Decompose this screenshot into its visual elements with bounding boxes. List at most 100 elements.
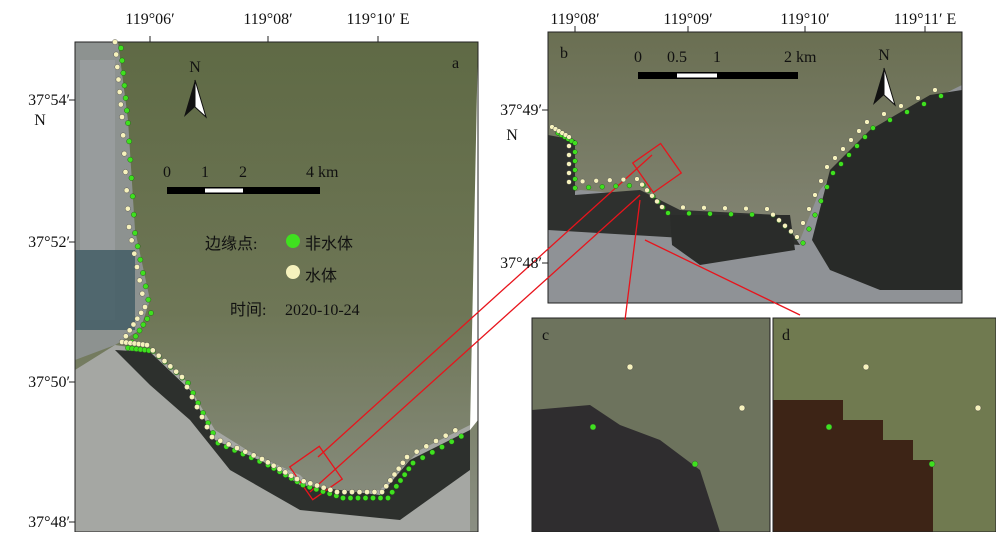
- point: [863, 135, 868, 140]
- point: [271, 463, 276, 468]
- point: [117, 89, 122, 94]
- point: [148, 310, 153, 315]
- point: [826, 424, 832, 430]
- point: [660, 205, 665, 210]
- point: [348, 495, 353, 500]
- point: [922, 102, 927, 107]
- point: [308, 481, 313, 486]
- point: [129, 175, 134, 180]
- point: [123, 95, 128, 100]
- point: [131, 212, 136, 217]
- point: [314, 483, 319, 488]
- scale-label: 2: [239, 164, 247, 181]
- point: [744, 206, 749, 211]
- point: [342, 489, 347, 494]
- point: [899, 104, 904, 109]
- point: [119, 114, 124, 119]
- x-tick-label: 119°10′ E: [346, 11, 409, 28]
- point: [115, 64, 120, 69]
- point: [813, 193, 818, 198]
- point: [334, 489, 339, 494]
- point: [179, 374, 184, 379]
- point: [189, 394, 194, 399]
- point: [132, 251, 137, 256]
- point: [640, 182, 645, 187]
- point: [771, 212, 776, 217]
- point: [124, 188, 129, 193]
- scale-label: 1: [713, 49, 721, 66]
- point: [453, 428, 458, 433]
- point: [819, 179, 824, 184]
- point: [218, 438, 223, 443]
- x-tick-label: 119°10′: [780, 11, 829, 28]
- y-tick-label: 37°52′: [28, 234, 70, 251]
- point: [573, 141, 578, 146]
- point: [645, 188, 650, 193]
- scale-bar: [167, 187, 320, 194]
- point: [121, 133, 126, 138]
- point: [567, 162, 572, 167]
- point: [265, 460, 270, 465]
- point: [406, 466, 411, 471]
- y-tick-label: 37°48′: [500, 255, 542, 272]
- point: [607, 178, 612, 183]
- point: [122, 151, 127, 156]
- point: [424, 444, 429, 449]
- point: [600, 184, 605, 189]
- panel-c-map: [532, 318, 770, 532]
- point: [150, 348, 155, 353]
- point: [126, 224, 131, 229]
- point: [145, 316, 150, 321]
- legend-item: 非水体: [305, 235, 353, 253]
- date-value: 2020-10-24: [285, 302, 360, 319]
- point: [789, 229, 794, 234]
- point: [839, 162, 844, 167]
- point: [586, 185, 591, 190]
- point: [580, 179, 585, 184]
- point: [871, 126, 876, 131]
- point: [750, 212, 755, 217]
- point: [144, 342, 149, 347]
- point: [916, 96, 921, 101]
- point: [975, 405, 981, 411]
- point: [627, 364, 633, 370]
- point: [142, 304, 147, 309]
- x-tick-label: 119°09′: [663, 11, 712, 28]
- point: [402, 472, 407, 477]
- point: [739, 405, 745, 411]
- point: [120, 58, 125, 63]
- point: [372, 489, 377, 494]
- point: [141, 322, 146, 327]
- point: [234, 445, 239, 450]
- point: [174, 369, 179, 374]
- point: [226, 442, 231, 447]
- point: [594, 178, 599, 183]
- point: [194, 404, 199, 409]
- point: [114, 52, 119, 57]
- point: [127, 139, 132, 144]
- point: [567, 153, 572, 158]
- point: [140, 270, 145, 275]
- point: [135, 316, 140, 321]
- point: [125, 120, 130, 125]
- point: [385, 495, 390, 500]
- scale-label: 0: [163, 164, 171, 181]
- point: [857, 129, 862, 134]
- point: [807, 207, 812, 212]
- x-tick-label: 119°08′: [550, 11, 599, 28]
- point: [567, 171, 572, 176]
- point: [392, 472, 397, 477]
- point: [128, 157, 133, 162]
- point: [681, 205, 686, 210]
- hemisphere: N: [506, 127, 518, 144]
- scale-bar: [638, 72, 798, 79]
- point: [410, 460, 415, 465]
- point: [124, 108, 129, 113]
- point: [847, 153, 852, 158]
- point: [573, 177, 578, 182]
- point: [134, 264, 139, 269]
- y-tick-label: 37°54′: [28, 92, 70, 109]
- hemisphere: N: [34, 112, 46, 129]
- point: [139, 310, 144, 315]
- point: [357, 489, 362, 494]
